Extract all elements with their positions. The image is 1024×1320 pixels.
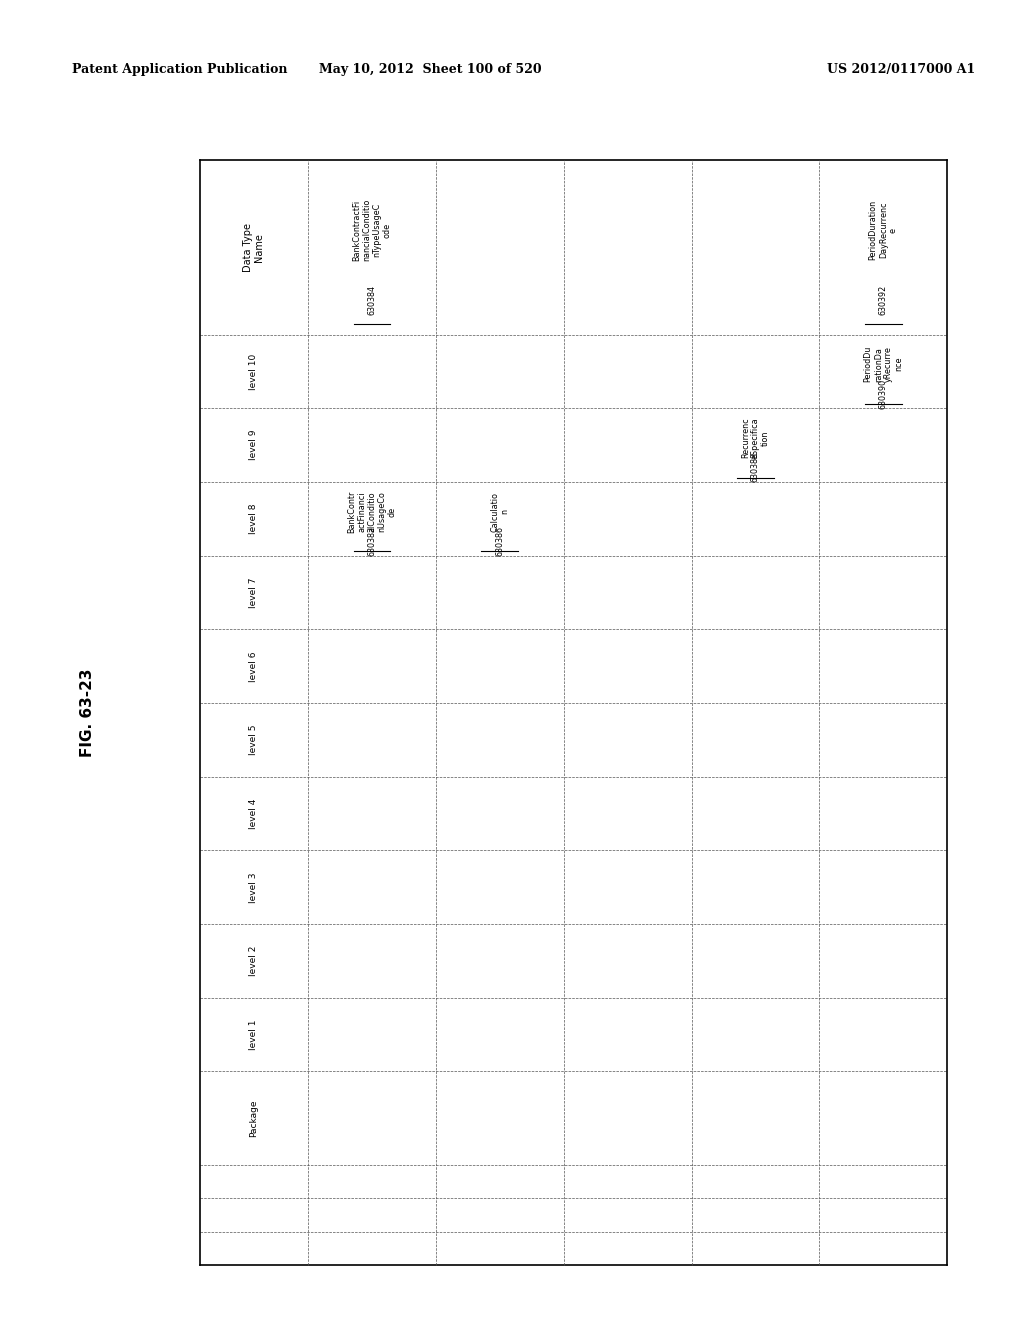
Text: Recurrenc
eSpecifica
tion: Recurrenc eSpecifica tion bbox=[741, 417, 770, 458]
Text: 630384: 630384 bbox=[368, 285, 377, 315]
Text: BankContr
actFinanci
alConditio
nUsageCo
de: BankContr actFinanci alConditio nUsageCo… bbox=[347, 490, 396, 533]
Text: Package: Package bbox=[250, 1100, 258, 1137]
Text: PeriodDu
rationDa
yRecurre
nce: PeriodDu rationDa yRecurre nce bbox=[863, 346, 903, 383]
Text: May 10, 2012  Sheet 100 of 520: May 10, 2012 Sheet 100 of 520 bbox=[318, 63, 542, 77]
Text: 630388: 630388 bbox=[751, 453, 760, 482]
Text: level 1: level 1 bbox=[250, 1019, 258, 1049]
Text: level 2: level 2 bbox=[250, 945, 258, 977]
Text: 630392: 630392 bbox=[879, 285, 888, 315]
Text: Patent Application Publication: Patent Application Publication bbox=[72, 63, 287, 77]
Text: level 6: level 6 bbox=[250, 651, 258, 681]
Text: BankContractFi
nancialConditio
nTypeUsageC
ode: BankContractFi nancialConditio nTypeUsag… bbox=[352, 199, 391, 261]
Text: Data Type
Name: Data Type Name bbox=[244, 223, 264, 272]
Text: US 2012/0117000 A1: US 2012/0117000 A1 bbox=[827, 63, 975, 77]
Text: level 3: level 3 bbox=[250, 873, 258, 903]
Text: 630382: 630382 bbox=[368, 525, 377, 556]
Text: FIG. 63-23: FIG. 63-23 bbox=[80, 668, 94, 758]
Text: level 9: level 9 bbox=[250, 430, 258, 461]
Text: level 8: level 8 bbox=[250, 504, 258, 535]
Text: level 5: level 5 bbox=[250, 725, 258, 755]
Text: level 10: level 10 bbox=[250, 354, 258, 389]
Text: Calculatio
n: Calculatio n bbox=[490, 491, 509, 532]
Text: level 4: level 4 bbox=[250, 799, 258, 829]
Text: 630390: 630390 bbox=[879, 379, 888, 409]
Text: level 7: level 7 bbox=[250, 577, 258, 607]
Text: PeriodDuration
DayRecurrenc
e: PeriodDuration DayRecurrenc e bbox=[868, 201, 898, 260]
Text: 630386: 630386 bbox=[496, 527, 504, 556]
